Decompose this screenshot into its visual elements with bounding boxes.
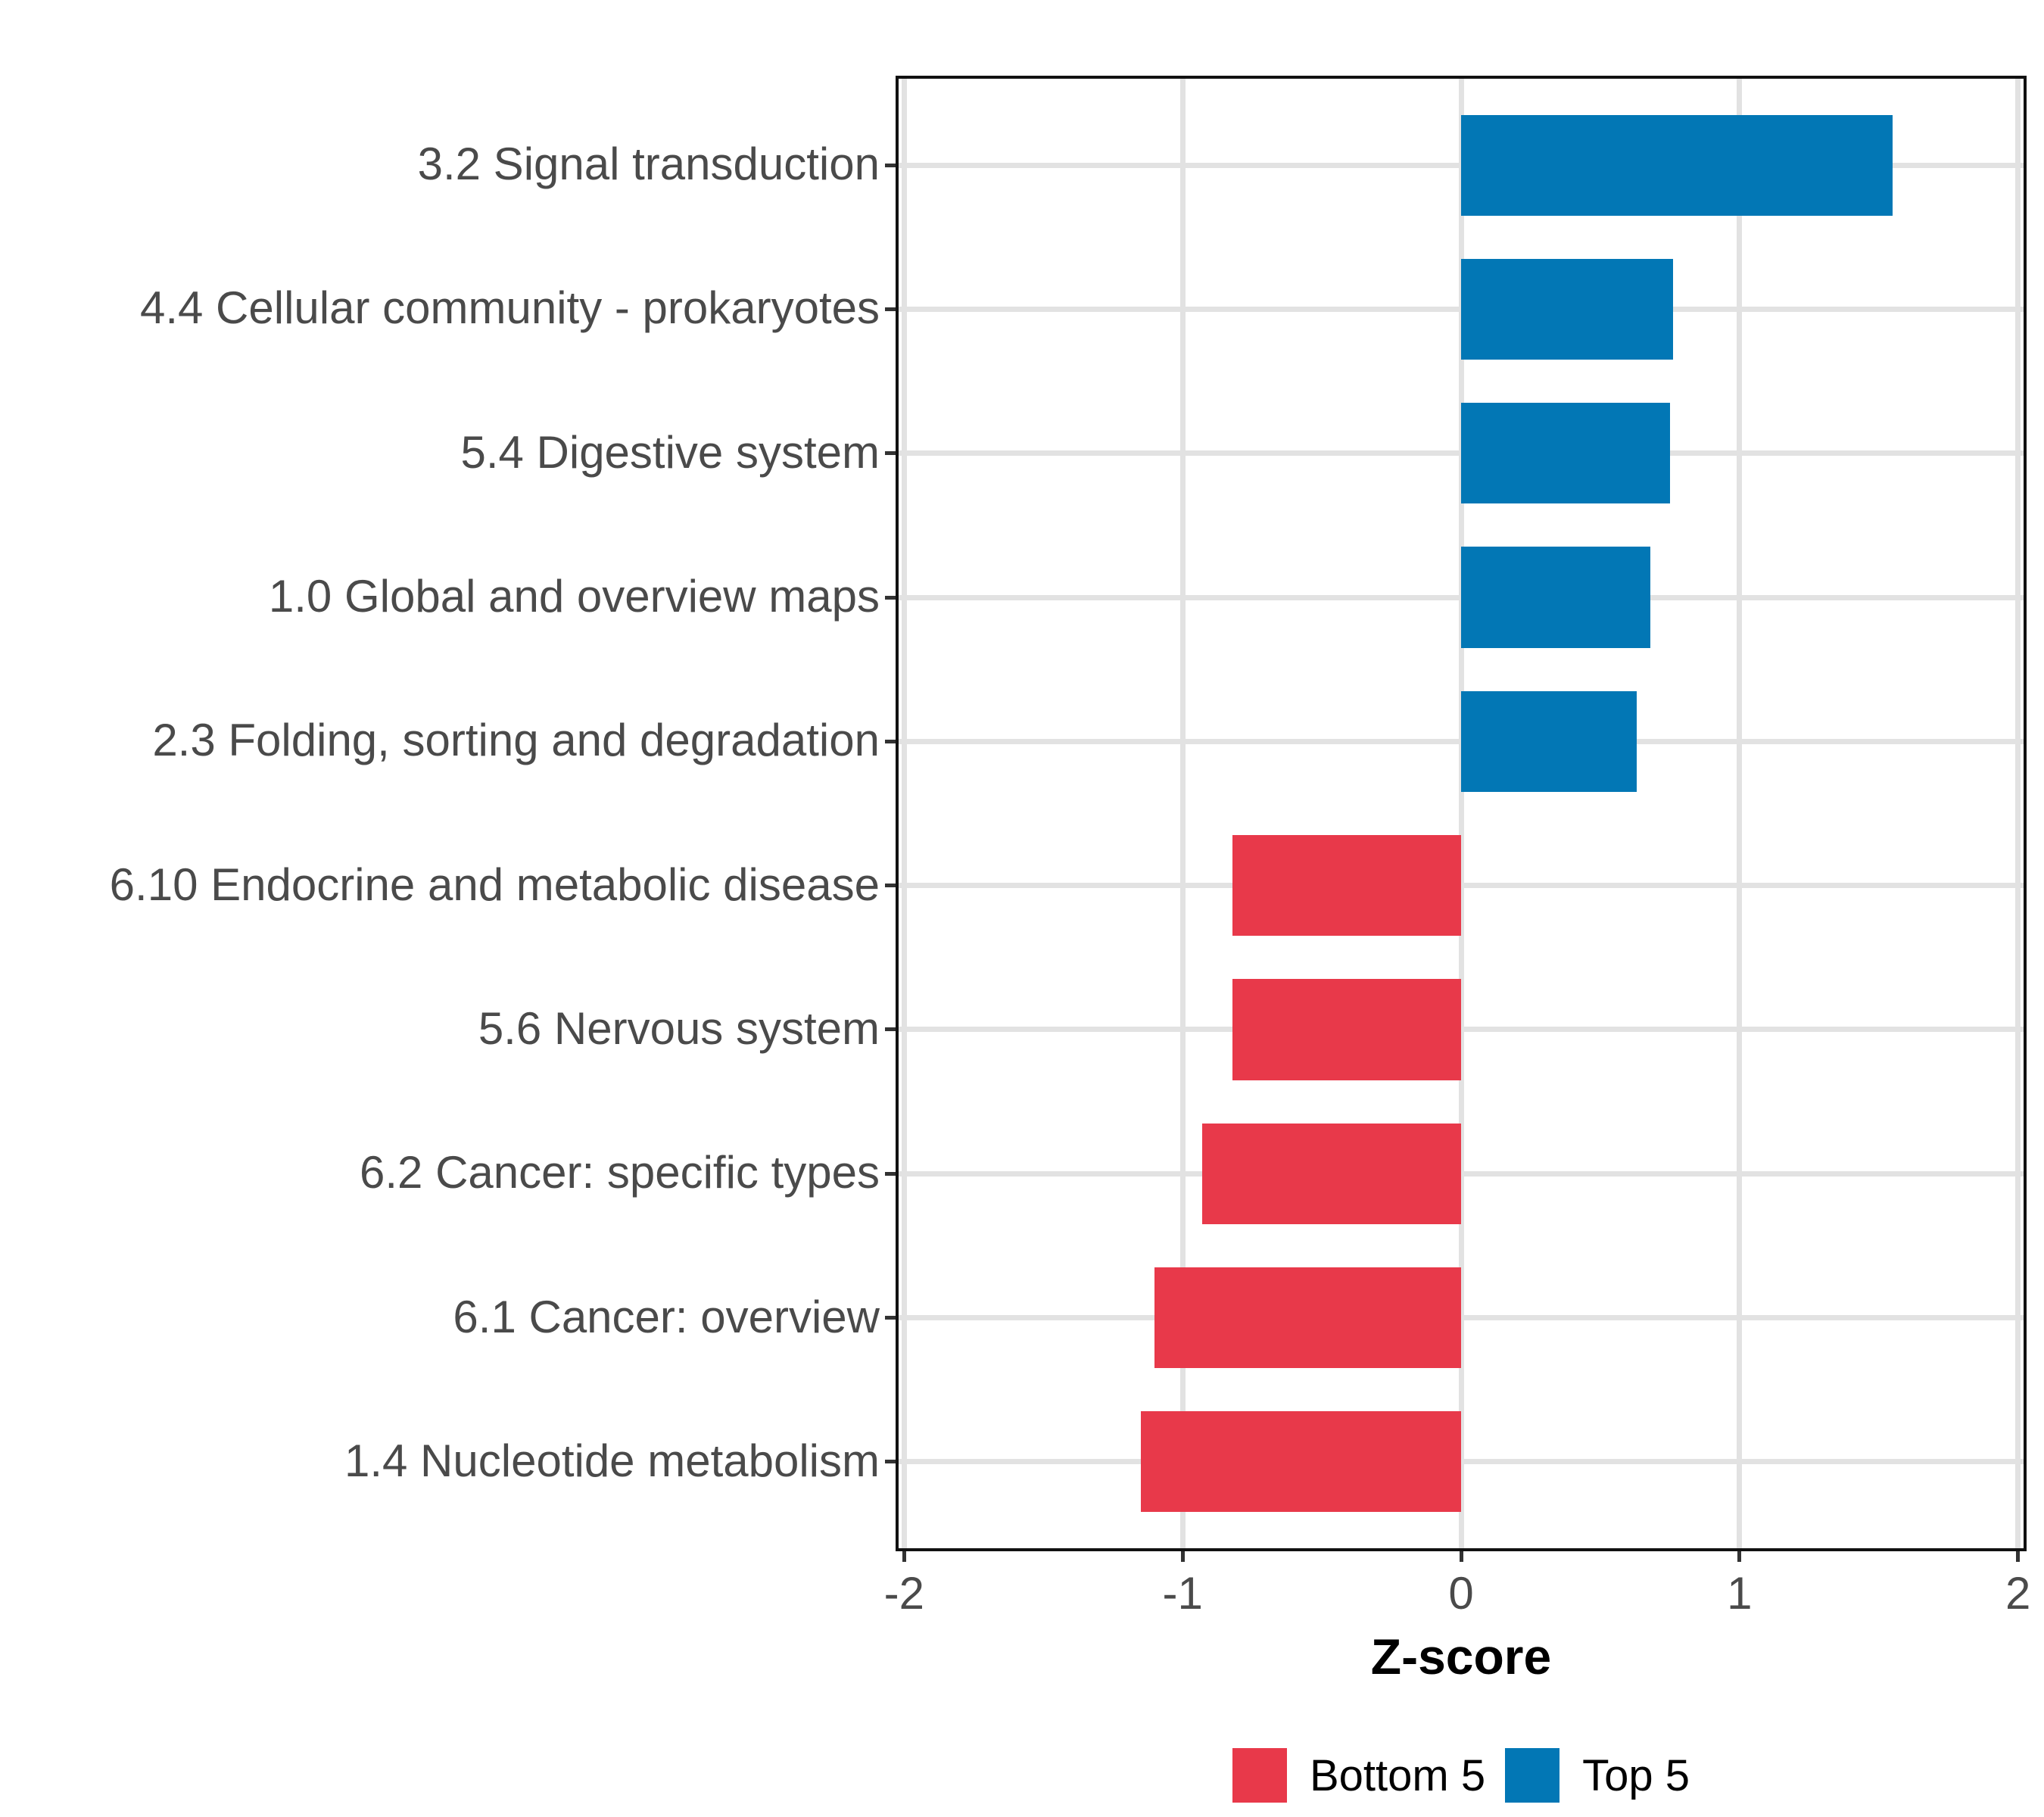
legend-swatch-bottom-5 (1232, 1748, 1287, 1803)
bar (1461, 403, 1670, 504)
gridline-x (901, 79, 907, 1548)
y-axis-label: 4.4 Cellular community - prokaryotes (139, 282, 880, 334)
gridline-y (899, 1027, 2024, 1033)
x-tick-label: -2 (883, 1568, 925, 1619)
gridline-x (1737, 79, 1743, 1548)
x-axis-tick (1459, 1551, 1463, 1562)
gridline-y (899, 1170, 2024, 1177)
bar (1201, 1123, 1461, 1224)
x-axis-tick (902, 1551, 906, 1562)
x-tick-label: 0 (1448, 1568, 1474, 1619)
bar (1154, 1267, 1461, 1369)
y-axis-label: 6.1 Cancer: overview (453, 1291, 880, 1342)
y-axis-label: 6.10 Endocrine and metabolic disease (109, 859, 880, 910)
y-axis-tick (885, 595, 896, 600)
x-axis-title: Z-score (1370, 1628, 1552, 1685)
gridline-y (899, 1315, 2024, 1321)
legend: Bottom 5 Top 5 (896, 1745, 2027, 1806)
gridline-x (1179, 79, 1186, 1548)
y-axis-tick (885, 884, 896, 888)
legend-entry: Bottom 5 (1232, 1748, 1485, 1803)
y-axis-tick (885, 1171, 896, 1176)
y-axis-label: 1.4 Nucleotide metabolism (344, 1435, 880, 1486)
legend-label: Top 5 (1582, 1750, 1690, 1800)
y-axis-tick (885, 739, 896, 743)
gridline-x (1458, 79, 1464, 1548)
y-axis-label: 1.0 Global and overview maps (268, 571, 880, 622)
y-axis-label: 6.2 Cancer: specific types (360, 1147, 880, 1198)
y-axis-label: 5.6 Nervous system (478, 1003, 880, 1055)
gridline-y (899, 883, 2024, 889)
y-axis-label: 5.4 Digestive system (460, 426, 880, 478)
bar (1232, 979, 1461, 1080)
y-axis-label: 2.3 Folding, sorting and degradation (152, 715, 880, 766)
x-axis-tick (1180, 1551, 1185, 1562)
y-axis-tick (885, 1027, 896, 1032)
x-axis-tick (2016, 1551, 2021, 1562)
plot-panel (896, 76, 2027, 1551)
x-axis-tick (1737, 1551, 1742, 1562)
y-axis-tick (885, 1460, 896, 1464)
legend-swatch-top-5 (1505, 1748, 1560, 1803)
x-tick-label: -1 (1162, 1568, 1203, 1619)
bar (1461, 114, 1893, 216)
y-axis-label: 3.2 Signal transduction (417, 139, 880, 190)
gridline-x (2015, 79, 2021, 1548)
legend-label: Bottom 5 (1309, 1750, 1486, 1800)
y-axis-tick (885, 163, 896, 167)
bar (1461, 258, 1673, 360)
bar (1141, 1411, 1461, 1513)
bar (1232, 835, 1461, 937)
x-tick-label: 1 (1727, 1568, 1753, 1619)
bar (1461, 690, 1637, 792)
x-tick-label: 2 (2005, 1568, 2031, 1619)
y-axis-tick (885, 1316, 896, 1320)
bar (1461, 547, 1651, 648)
y-axis-tick (885, 451, 896, 456)
y-axis-tick (885, 307, 896, 311)
legend-entry: Top 5 (1505, 1748, 1690, 1803)
gridline-y (899, 1459, 2024, 1465)
